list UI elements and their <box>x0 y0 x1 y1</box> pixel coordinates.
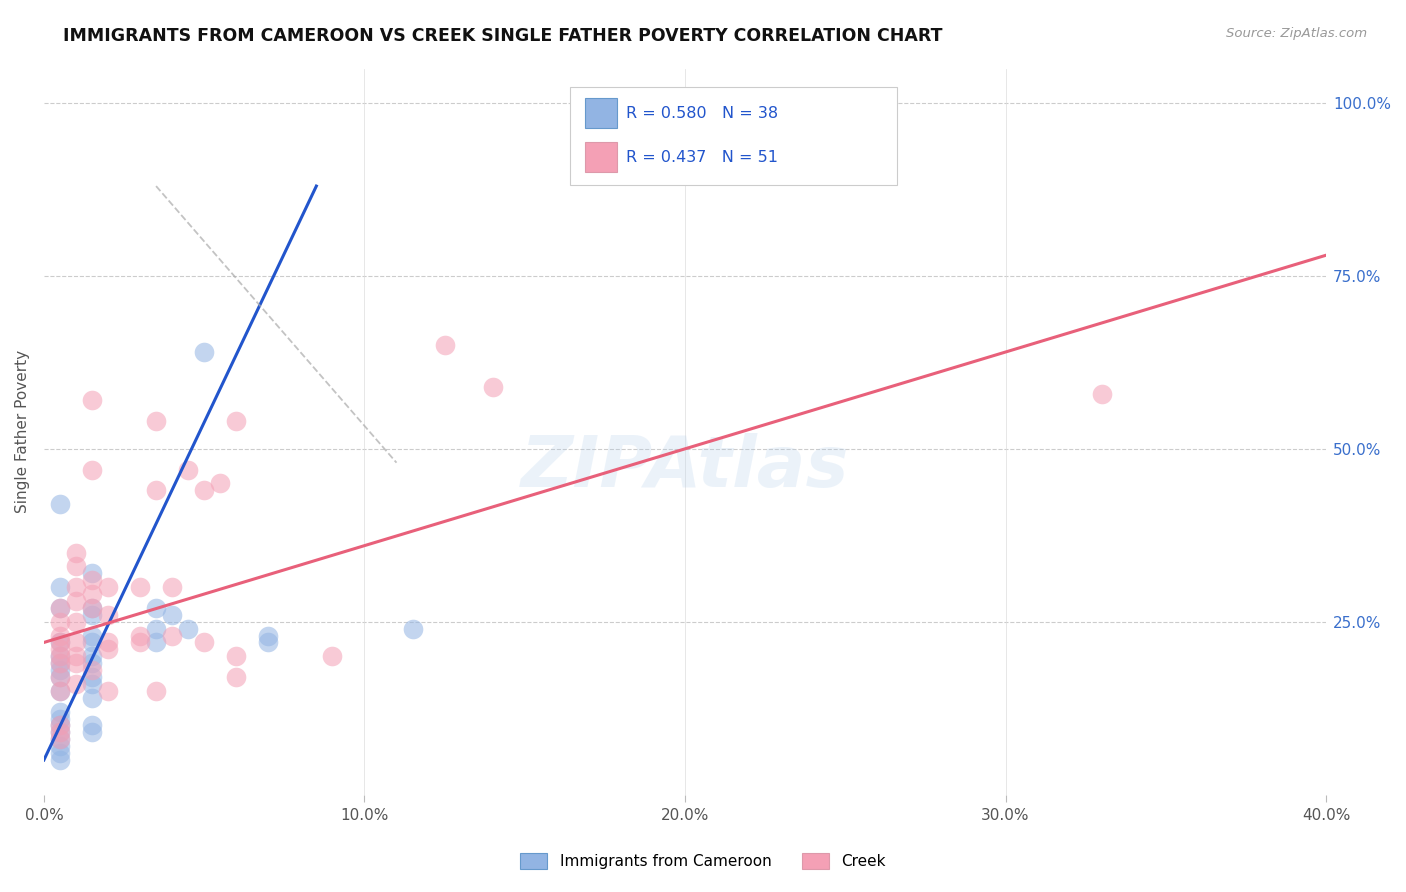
Point <box>65 559 87 574</box>
Point <box>80 670 103 684</box>
Point <box>80 690 103 705</box>
Point <box>49 663 72 677</box>
Point <box>49 684 72 698</box>
Point <box>193 483 215 498</box>
Point <box>129 635 152 649</box>
Point <box>145 622 167 636</box>
Point <box>49 753 72 767</box>
Point <box>49 725 72 739</box>
Point <box>49 732 72 747</box>
Point <box>97 635 120 649</box>
Point <box>193 635 215 649</box>
Point <box>433 338 456 352</box>
Bar <box>585 142 617 172</box>
Point <box>145 600 167 615</box>
Point <box>65 657 87 671</box>
Point <box>80 628 103 642</box>
Point <box>145 483 167 498</box>
Point <box>129 580 152 594</box>
Text: Source: ZipAtlas.com: Source: ZipAtlas.com <box>1226 27 1367 40</box>
Point <box>225 670 247 684</box>
Point <box>80 600 103 615</box>
Point <box>49 670 72 684</box>
Point <box>49 635 72 649</box>
Point <box>65 677 87 691</box>
Point <box>177 622 200 636</box>
Point <box>401 622 423 636</box>
Point <box>97 684 120 698</box>
Point <box>225 649 247 664</box>
Point <box>49 615 72 629</box>
Point <box>80 663 103 677</box>
Point <box>49 725 72 739</box>
Point <box>80 462 103 476</box>
Text: R = 0.580   N = 38: R = 0.580 N = 38 <box>626 106 779 121</box>
FancyBboxPatch shape <box>569 87 897 185</box>
Point <box>129 628 152 642</box>
Point <box>80 657 103 671</box>
Point <box>145 414 167 428</box>
Point <box>49 497 72 511</box>
Point <box>65 594 87 608</box>
Point <box>97 607 120 622</box>
Point <box>49 705 72 719</box>
Point <box>257 635 280 649</box>
Point <box>257 628 280 642</box>
Point <box>80 635 103 649</box>
Point <box>1091 386 1114 401</box>
Point <box>49 657 72 671</box>
Point <box>49 600 72 615</box>
Text: R = 0.437   N = 51: R = 0.437 N = 51 <box>626 150 779 164</box>
Point <box>49 600 72 615</box>
Point <box>193 345 215 359</box>
Point <box>80 600 103 615</box>
Point <box>160 628 183 642</box>
Point <box>49 635 72 649</box>
Point <box>80 725 103 739</box>
Bar <box>585 98 617 128</box>
Point <box>65 615 87 629</box>
Point <box>65 635 87 649</box>
Point <box>481 379 503 393</box>
Point <box>49 684 72 698</box>
Point <box>49 657 72 671</box>
Point <box>65 545 87 559</box>
Point <box>80 393 103 408</box>
Y-axis label: Single Father Poverty: Single Father Poverty <box>15 350 30 513</box>
Point <box>160 607 183 622</box>
Point <box>97 580 120 594</box>
Point <box>49 746 72 760</box>
Point <box>225 414 247 428</box>
Point <box>80 718 103 732</box>
Point <box>49 718 72 732</box>
Point <box>97 642 120 657</box>
Point <box>49 712 72 726</box>
Text: IMMIGRANTS FROM CAMEROON VS CREEK SINGLE FATHER POVERTY CORRELATION CHART: IMMIGRANTS FROM CAMEROON VS CREEK SINGLE… <box>63 27 943 45</box>
Point <box>49 649 72 664</box>
Point <box>80 649 103 664</box>
Point <box>65 649 87 664</box>
Point <box>80 607 103 622</box>
Point <box>177 462 200 476</box>
Text: ZIPAtlas: ZIPAtlas <box>520 434 849 502</box>
Point <box>49 628 72 642</box>
Point <box>65 580 87 594</box>
Point <box>49 580 72 594</box>
Point <box>49 670 72 684</box>
Point <box>49 718 72 732</box>
Point <box>49 732 72 747</box>
Point <box>145 635 167 649</box>
Point <box>49 739 72 754</box>
Point <box>49 642 72 657</box>
Point <box>49 649 72 664</box>
Point <box>209 476 232 491</box>
Point <box>80 573 103 587</box>
Point <box>80 587 103 601</box>
Point <box>321 649 343 664</box>
Point <box>80 566 103 581</box>
Point <box>160 580 183 594</box>
Legend: Immigrants from Cameroon, Creek: Immigrants from Cameroon, Creek <box>513 847 893 875</box>
Point <box>80 677 103 691</box>
Point <box>145 684 167 698</box>
